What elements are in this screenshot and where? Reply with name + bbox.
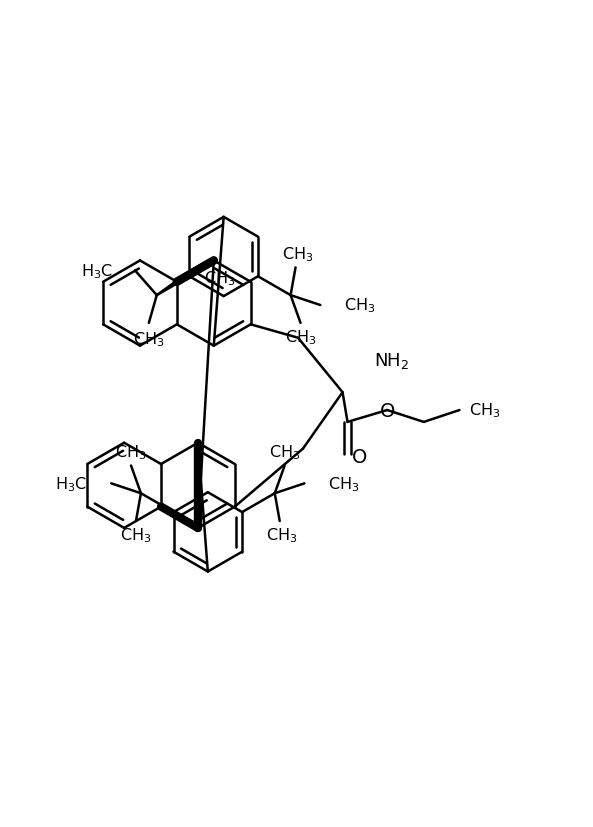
Text: CH$_3$: CH$_3$	[120, 526, 152, 544]
Text: H$_3$C: H$_3$C	[55, 475, 87, 493]
Text: CH$_3$: CH$_3$	[133, 330, 165, 349]
Text: CH$_3$: CH$_3$	[205, 269, 236, 287]
Text: CH$_3$: CH$_3$	[282, 245, 313, 264]
Text: O: O	[352, 447, 367, 466]
Text: H$_3$C: H$_3$C	[81, 261, 113, 280]
Text: NH$_2$: NH$_2$	[374, 351, 410, 371]
Text: CH$_3$: CH$_3$	[115, 442, 146, 461]
Text: CH$_3$: CH$_3$	[266, 526, 298, 544]
Text: CH$_3$: CH$_3$	[269, 442, 301, 461]
Text: CH$_3$: CH$_3$	[285, 328, 316, 347]
Text: CH$_3$: CH$_3$	[344, 296, 375, 315]
Text: O: O	[380, 401, 395, 420]
Text: CH$_3$: CH$_3$	[329, 475, 360, 493]
Text: CH$_3$: CH$_3$	[470, 401, 501, 420]
